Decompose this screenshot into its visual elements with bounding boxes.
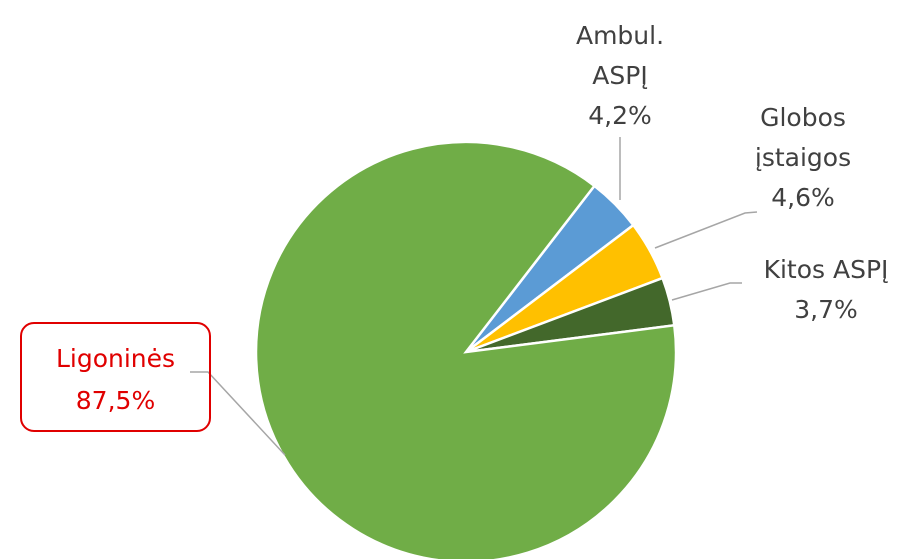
value-label: 4,6% — [771, 183, 835, 212]
category-label: Globos įstaigos — [754, 103, 852, 172]
value-label: 87,5% — [75, 386, 156, 415]
value-label: 3,7% — [794, 295, 858, 324]
leader-line — [654, 211, 758, 249]
pie-slice — [254, 140, 678, 559]
data-label: Kitos ASPĮ 3,7% — [736, 250, 904, 330]
leader-line — [190, 371, 286, 456]
data-label: Globos įstaigos 4,6% — [738, 98, 868, 218]
category-label: Kitos ASPĮ — [763, 255, 889, 284]
data-label: Ambul. ASPĮ 4,2% — [560, 16, 680, 136]
leader-line — [671, 282, 742, 301]
data-label: Ligoninės 87,5% — [20, 322, 211, 432]
category-label: Ligoninės — [55, 344, 176, 373]
value-label: 4,2% — [588, 101, 652, 130]
category-label: Ambul. ASPĮ — [575, 21, 665, 90]
